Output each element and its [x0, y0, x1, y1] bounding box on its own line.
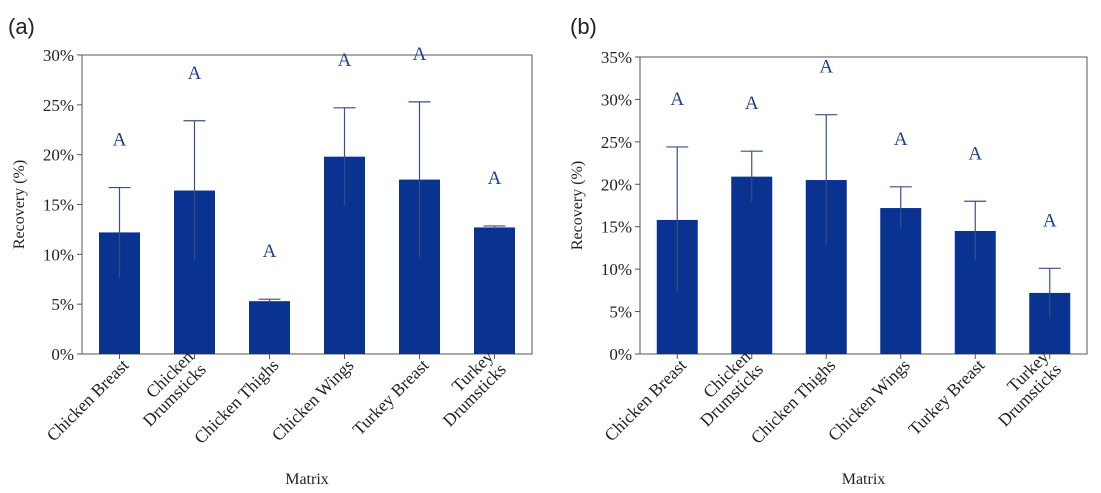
significance-letter: A [968, 143, 982, 164]
category-label: TurkeyDrumsticks [981, 346, 1065, 430]
y-tick-label: 30% [43, 46, 74, 65]
category-label: Chicken Breast [42, 355, 132, 445]
category-label-line: Chicken Breast [42, 355, 132, 445]
bar [474, 227, 515, 354]
panel-label-b: (b) [570, 14, 597, 39]
y-tick-label: 10% [43, 245, 74, 264]
y-axis-title: Recovery (%) [11, 160, 28, 249]
significance-letter: A [188, 63, 202, 84]
significance-letter: A [338, 50, 352, 71]
y-tick-label: 30% [601, 90, 632, 109]
x-axis-title: Matrix [285, 471, 329, 488]
y-tick-label: 5% [51, 295, 74, 314]
category-label: Turkey Breast [904, 355, 988, 439]
x-axis-title: Matrix [842, 471, 886, 488]
panel-a: (a) 0% 5% 10% 15% 20% 25% 30% Recovery (%) Matri… [8, 14, 533, 488]
significance-letter: A [1043, 210, 1057, 231]
y-tick-label: 20% [43, 146, 74, 165]
y-tick-label: 0% [51, 345, 74, 364]
significance-letter: A [670, 89, 684, 110]
significance-letter: A [413, 44, 427, 65]
significance-letter: A [745, 93, 759, 114]
category-label: ChickenDrumsticks [683, 346, 767, 430]
category-label-line: Turkey Breast [348, 355, 432, 439]
y-axis-title: Recovery (%) [569, 161, 586, 250]
y-tick-label: 20% [601, 175, 632, 194]
plot-frame [81, 54, 533, 355]
bar [249, 301, 290, 354]
y-tick-label: 15% [43, 196, 74, 215]
y-tick-label: 0% [609, 345, 632, 364]
panel-label-a: (a) [8, 14, 35, 39]
category-label: ChickenDrumsticks [126, 346, 210, 430]
bar [731, 176, 773, 354]
significance-letter: A [113, 130, 127, 151]
category-label: Chicken Breast [600, 355, 690, 445]
y-tick-label: 5% [609, 303, 632, 322]
plot-frame [639, 56, 1088, 355]
y-tick-label: 25% [601, 133, 632, 152]
significance-letter: A [263, 241, 277, 262]
category-label-line: Chicken Breast [600, 355, 690, 445]
y-tick-label: 35% [601, 48, 632, 67]
y-tick-label: 15% [601, 218, 632, 237]
category-label: TurkeyDrumsticks [426, 346, 510, 430]
y-tick-label: 25% [43, 96, 74, 115]
significance-letter: A [894, 129, 908, 150]
category-label: Turkey Breast [348, 355, 432, 439]
category-label-line: Turkey Breast [904, 355, 988, 439]
panel-b: (b) 0% 5% 10% 15% 20% 25% 30% 35% Recovery (%) Ma… [569, 14, 1088, 488]
y-tick-label: 10% [601, 260, 632, 279]
significance-letter: A [819, 57, 833, 78]
bar [880, 208, 922, 354]
significance-letter: A [488, 168, 502, 189]
